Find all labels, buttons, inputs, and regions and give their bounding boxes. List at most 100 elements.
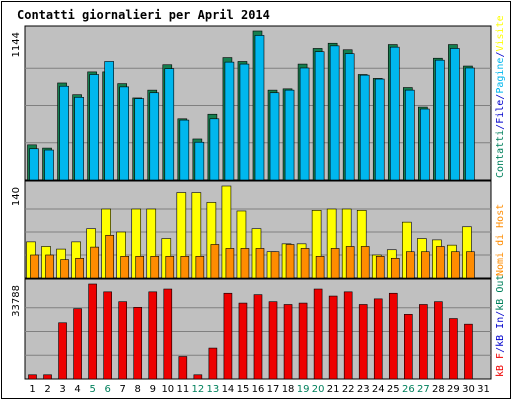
x-tick-label: 10 xyxy=(161,384,174,395)
bar-kb xyxy=(238,302,248,380)
bar-pagine xyxy=(465,67,475,181)
y-max-label: 140 xyxy=(11,187,22,206)
x-tick-label: 6 xyxy=(104,384,110,395)
bar-kb xyxy=(358,304,368,380)
bar-kb xyxy=(43,374,52,380)
bar-hosts xyxy=(150,256,160,279)
x-tick-label: 19 xyxy=(297,384,310,395)
bar-kb xyxy=(163,288,173,380)
bar-pagine xyxy=(44,149,54,181)
bar-pagine xyxy=(119,86,129,181)
legend-item: Nomi di Host xyxy=(495,204,506,276)
bar-hosts xyxy=(315,256,325,279)
bar-hosts xyxy=(60,259,69,279)
legend-item: / xyxy=(495,311,506,317)
legend-item: kB F xyxy=(495,353,506,377)
legend-item: Pagine xyxy=(495,58,506,94)
bar-pagine xyxy=(329,45,340,181)
bar-hosts xyxy=(255,248,265,279)
chart-title: Contatti giornalieri per April 2014 xyxy=(17,8,270,22)
bar-pagine xyxy=(269,92,280,181)
x-tick-label: 1 xyxy=(29,384,35,395)
x-tick-label: 27 xyxy=(417,384,430,395)
bar-kb xyxy=(103,291,112,380)
legend-item: / xyxy=(495,347,506,353)
bar-pagine xyxy=(314,51,325,181)
bar-hosts xyxy=(90,246,99,279)
bar-hosts xyxy=(135,256,145,279)
bar-hosts xyxy=(300,248,310,279)
bar-pagine xyxy=(389,46,400,181)
bar-pagine xyxy=(134,98,145,181)
bar-kb xyxy=(223,292,233,380)
x-tick-label: 25 xyxy=(387,384,400,395)
bar-pagine xyxy=(450,48,460,181)
bar-hosts xyxy=(466,251,475,279)
bar-kb xyxy=(343,291,353,380)
bar-hosts xyxy=(105,234,114,279)
x-tick-label: 28 xyxy=(432,384,445,395)
bar-kb xyxy=(178,356,188,380)
bar-kb xyxy=(283,304,293,380)
bar-hosts xyxy=(165,256,175,279)
bar-hosts xyxy=(375,256,385,279)
bar-kb xyxy=(464,323,473,380)
bar-kb xyxy=(118,301,127,380)
x-axis-labels: 1 2 3 4 5 6 7 8 9 10 11 12 13 14 15 16 17 18 19 20 21 22 23 24 2… xyxy=(29,384,490,395)
x-tick-label: 21 xyxy=(327,384,340,395)
bar-kb xyxy=(388,292,398,380)
bar-kb xyxy=(298,302,308,380)
x-tick-label: 4 xyxy=(74,384,80,395)
bar-kb xyxy=(88,283,97,380)
bar-kb xyxy=(148,291,158,380)
bar-pagine xyxy=(224,61,235,181)
legend-item: Contatti xyxy=(495,130,506,178)
bar-pagine xyxy=(284,89,295,181)
bar-kb xyxy=(313,288,323,380)
bar-hosts xyxy=(421,251,430,279)
bar-hosts xyxy=(45,254,54,279)
bar-kb xyxy=(419,304,428,380)
x-tick-label: 12 xyxy=(192,384,205,395)
bar-pagine xyxy=(405,89,415,181)
x-tick-label: 11 xyxy=(176,384,189,395)
bar-hosts xyxy=(345,246,355,279)
bar-pagine xyxy=(164,68,175,181)
bar-hosts xyxy=(30,254,39,279)
bar-pagine xyxy=(59,85,69,181)
bar-kb xyxy=(373,298,383,380)
bar-kb xyxy=(449,318,458,380)
bar-pagine xyxy=(254,35,265,181)
legend: Nomi di Host xyxy=(495,204,506,276)
legend-item: / xyxy=(495,52,506,58)
bar-pagine xyxy=(74,96,84,181)
bar-hosts xyxy=(195,256,205,279)
bar-kb xyxy=(268,301,278,380)
x-tick-label: 26 xyxy=(402,384,415,395)
bar-pagine xyxy=(149,92,160,181)
legend-item: / xyxy=(495,124,506,130)
x-tick-label: 18 xyxy=(282,384,295,395)
x-tick-label: 23 xyxy=(357,384,370,395)
x-tick-label: 16 xyxy=(252,384,265,395)
bar-hosts xyxy=(285,244,295,279)
y-max-label: 1144 xyxy=(11,32,22,57)
x-tick-label: 17 xyxy=(267,384,280,395)
bar-kb xyxy=(328,295,338,380)
bar-hosts xyxy=(210,244,220,279)
bar-kb xyxy=(58,322,67,380)
y-max-label: 33788 xyxy=(11,285,22,317)
x-tick-label: 7 xyxy=(120,384,126,395)
x-tick-label: 20 xyxy=(312,384,325,395)
x-tick-label: 24 xyxy=(372,384,385,395)
x-tick-label: 13 xyxy=(207,384,220,395)
bar-kb xyxy=(28,374,37,380)
bar-hosts xyxy=(330,248,340,279)
bar-pagine xyxy=(420,108,430,181)
x-tick-label: 9 xyxy=(150,384,156,395)
bar-kb xyxy=(193,374,203,380)
